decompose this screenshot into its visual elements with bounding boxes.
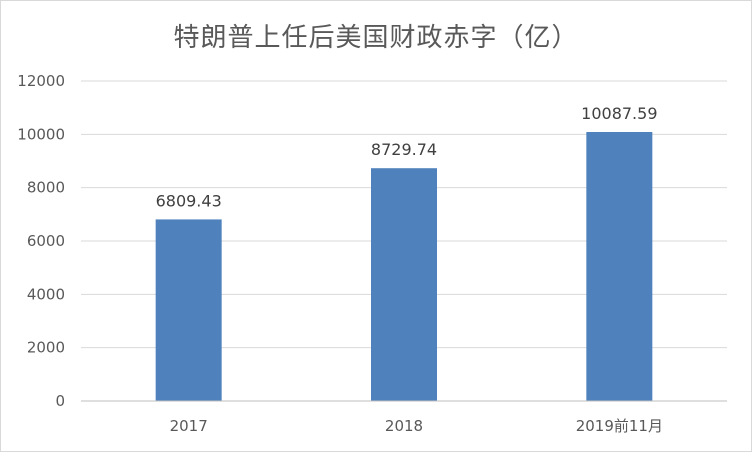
x-axis: 2017 2018 2019前11月 [81, 400, 727, 435]
bar [155, 219, 222, 401]
x-tick-label: 2018 [385, 417, 423, 435]
y-tick-label: 12000 [17, 72, 65, 90]
y-tick-label: 2000 [27, 339, 65, 357]
data-labels: 6809.43 8729.74 10087.59 [156, 104, 658, 210]
y-axis: 0 2000 4000 6000 8000 10000 12000 [17, 72, 65, 410]
y-tick-label: 0 [55, 392, 65, 410]
y-tick-label: 10000 [17, 125, 65, 143]
y-tick-label: 8000 [27, 179, 65, 197]
bar [586, 131, 653, 401]
chart-title: 特朗普上任后美国财政赤字（亿） [173, 23, 579, 53]
y-tick-label: 4000 [27, 285, 65, 303]
x-tick-label: 2019前11月 [576, 417, 663, 435]
data-label: 6809.43 [156, 191, 222, 210]
x-tick-label: 2017 [170, 417, 208, 435]
bar [371, 168, 437, 401]
y-tick-label: 6000 [27, 232, 65, 250]
data-label: 10087.59 [581, 104, 657, 123]
bars [155, 131, 653, 401]
data-label: 8729.74 [371, 140, 437, 159]
